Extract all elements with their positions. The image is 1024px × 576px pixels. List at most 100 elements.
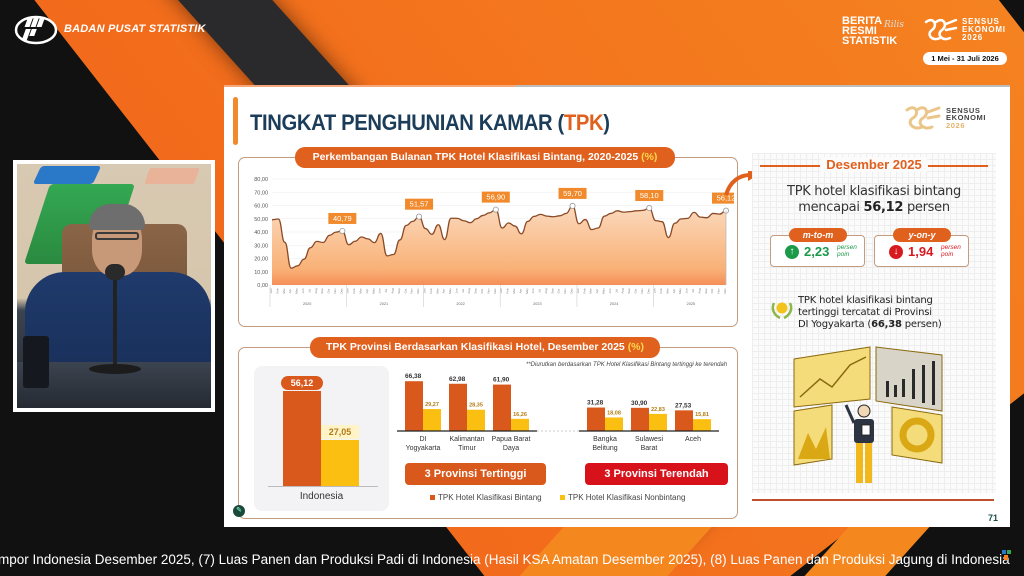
x-tick-label: Apr: [442, 289, 446, 294]
national-nonbintang-value: 27,05: [321, 425, 359, 439]
unit-line-2: poin: [941, 251, 954, 258]
org-name: BADAN PUSAT STATISTIK: [64, 23, 206, 35]
x-tick-label: Nov: [410, 288, 414, 294]
title-accent: TPK: [563, 110, 604, 135]
data-point-marker: [646, 205, 653, 212]
x-tick-label: May: [448, 288, 452, 294]
top-value: 66,38: [871, 319, 902, 330]
x-tick-label: May: [525, 288, 529, 294]
headline-post: persen: [903, 200, 950, 215]
bar-value: 27,53: [675, 402, 692, 409]
page-number: 71: [988, 513, 999, 523]
area-fill: [272, 205, 726, 285]
category-label: DI: [420, 436, 427, 443]
x-tick-label: Mar: [282, 288, 286, 293]
x-tick-label: Jan: [576, 288, 580, 293]
bar-nonbintang: [511, 418, 529, 431]
yony-tag: y-on-y: [893, 228, 951, 242]
x-tick-label: Oct: [710, 289, 714, 294]
divider-line: [760, 165, 820, 167]
x-tick-label: Feb: [352, 288, 356, 294]
berita-resmi-statistik-logo: BERITA RESMI STATISTIK Rilis: [842, 15, 904, 47]
x-tick-label: Apr: [672, 289, 676, 294]
x-tick-label: Feb: [429, 288, 433, 294]
bar-value: 18,08: [607, 410, 621, 416]
bar-bintang: [587, 407, 605, 431]
data-analyst-illustration: [793, 346, 943, 483]
title-main: TINGKAT PENGHUNIAN KAMAR (: [250, 110, 564, 135]
x-tick-label: Aug: [467, 288, 471, 294]
bps-logo-icon: [14, 15, 58, 45]
brs-line-1: BERITA: [842, 15, 883, 27]
x-tick-label: May: [295, 288, 299, 294]
y-tick-label: 30,00: [254, 243, 268, 249]
data-label: 56,12: [717, 194, 734, 203]
mtom-tag: m-to-m: [789, 228, 847, 242]
data-point-marker: [569, 202, 576, 209]
national-label: Indonesia: [299, 491, 344, 502]
summary-panel: Desember 2025 TPK hotel klasifikasi bint…: [752, 153, 996, 493]
census-date-pill: 1 Mei - 31 Juli 2026: [923, 52, 1007, 65]
x-tick-label: Jul: [538, 289, 542, 293]
microphone-base: [89, 364, 141, 374]
title-close: ): [603, 110, 610, 135]
bar-value: 22,83: [651, 407, 665, 413]
year-label: 2025: [687, 302, 695, 306]
x-tick-label: Mar: [665, 288, 669, 293]
x-tick-label: Aug: [314, 288, 318, 294]
y-tick-label: 10,00: [254, 270, 268, 276]
title-accent-bar: [233, 97, 238, 145]
mtom-value: 2,23: [804, 244, 830, 259]
bar-value: 29,27: [425, 402, 439, 408]
sensus-word: SENSUS: [946, 105, 981, 115]
data-label: 58,10: [640, 191, 659, 200]
legend-label: TPK Hotel Klasifikasi Bintang: [438, 493, 542, 502]
top-3-provinces-label: 3 Provinsi Tertinggi: [405, 463, 546, 485]
legend-bintang: TPK Hotel Klasifikasi Bintang: [430, 493, 542, 502]
year-label: 2021: [380, 302, 388, 306]
x-tick-label: Apr: [288, 289, 292, 294]
data-label-box: [712, 192, 734, 204]
x-tick-label: Oct: [403, 289, 407, 294]
x-tick-label: Jul: [461, 289, 465, 293]
footer-rule: [752, 499, 994, 501]
yony-kpi: y-on-y ↓ 1,94 persen poin: [874, 228, 969, 267]
category-label: Sulawesi: [635, 436, 663, 443]
ekonomi-word: EKONOMI: [946, 113, 987, 123]
bar-bintang: [631, 407, 649, 431]
top-line-3: DI Yogyakarta (66,38 persen): [798, 319, 942, 331]
x-tick-label: Mar: [359, 288, 363, 293]
data-label-box: [635, 190, 664, 202]
y-tick-label: 70,00: [254, 190, 268, 196]
ticker-text: mpor Indonesia Desember 2025, (7) Luas P…: [0, 552, 1010, 567]
bar-nonbintang: [649, 413, 667, 431]
top-line-2: tertinggi tercatat di Provinsi: [798, 307, 932, 318]
arrow-down-icon: ↓: [889, 245, 903, 259]
category-label: Papua Barat: [492, 436, 531, 443]
edit-pen-icon[interactable]: ✎: [233, 505, 245, 517]
bar-value: 61,90: [493, 377, 510, 384]
sensus-ekonomi-icon: [905, 106, 941, 130]
category-label: Belitung: [592, 445, 617, 452]
data-label-box: [328, 212, 357, 224]
x-tick-label: Jan: [422, 288, 426, 293]
data-label-box: [405, 198, 434, 210]
line-chart-title: Perkembangan Bulanan TPK Hotel Klasifika…: [295, 147, 675, 168]
category-label: Yogyakarta: [406, 445, 441, 452]
legend-swatch-yellow: [560, 495, 565, 500]
baseline: [268, 486, 378, 487]
news-ticker: mpor Indonesia Desember 2025, (7) Luas P…: [0, 548, 1024, 572]
year-label: 2024: [610, 302, 618, 306]
x-tick-label: Mar: [512, 288, 516, 293]
category-label: Barat: [641, 445, 658, 452]
category-label: Timur: [458, 445, 476, 452]
x-tick-label: May: [371, 288, 375, 294]
x-tick-label: Aug: [621, 288, 625, 294]
slide-title: TINGKAT PENGHUNIAN KAMAR (TPK): [250, 110, 610, 136]
bar-bintang: [675, 410, 693, 431]
x-tick-label: Nov: [717, 288, 721, 294]
x-tick-label: Dec: [646, 288, 650, 294]
bar-bintang: [405, 381, 423, 431]
category-label: Aceh: [685, 436, 701, 443]
x-tick-label: Aug: [390, 288, 394, 294]
